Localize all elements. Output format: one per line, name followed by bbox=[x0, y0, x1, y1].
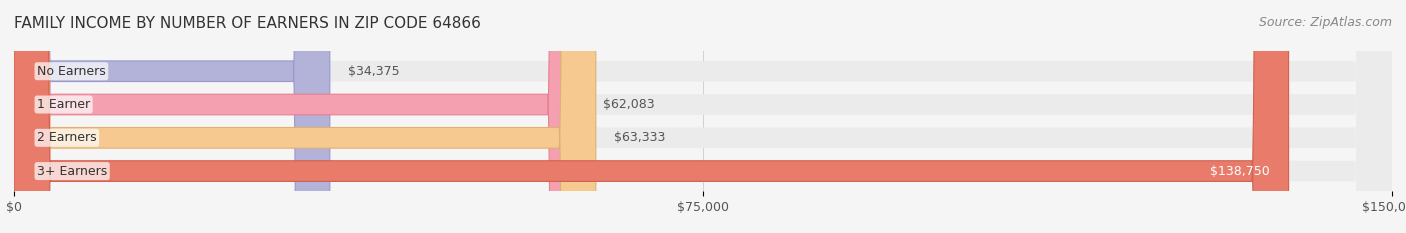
Text: FAMILY INCOME BY NUMBER OF EARNERS IN ZIP CODE 64866: FAMILY INCOME BY NUMBER OF EARNERS IN ZI… bbox=[14, 16, 481, 31]
Text: 1 Earner: 1 Earner bbox=[37, 98, 90, 111]
FancyBboxPatch shape bbox=[14, 0, 330, 233]
FancyBboxPatch shape bbox=[14, 0, 1392, 233]
FancyBboxPatch shape bbox=[14, 0, 1392, 233]
FancyBboxPatch shape bbox=[14, 0, 1392, 233]
FancyBboxPatch shape bbox=[14, 0, 1288, 233]
Text: $62,083: $62,083 bbox=[603, 98, 654, 111]
FancyBboxPatch shape bbox=[14, 0, 1392, 233]
FancyBboxPatch shape bbox=[14, 0, 596, 233]
Text: $138,750: $138,750 bbox=[1211, 164, 1270, 178]
Text: 2 Earners: 2 Earners bbox=[37, 131, 97, 144]
Text: No Earners: No Earners bbox=[37, 65, 105, 78]
Text: $63,333: $63,333 bbox=[614, 131, 665, 144]
Text: $34,375: $34,375 bbox=[349, 65, 399, 78]
FancyBboxPatch shape bbox=[14, 0, 585, 233]
Text: Source: ZipAtlas.com: Source: ZipAtlas.com bbox=[1258, 16, 1392, 29]
Text: 3+ Earners: 3+ Earners bbox=[37, 164, 107, 178]
